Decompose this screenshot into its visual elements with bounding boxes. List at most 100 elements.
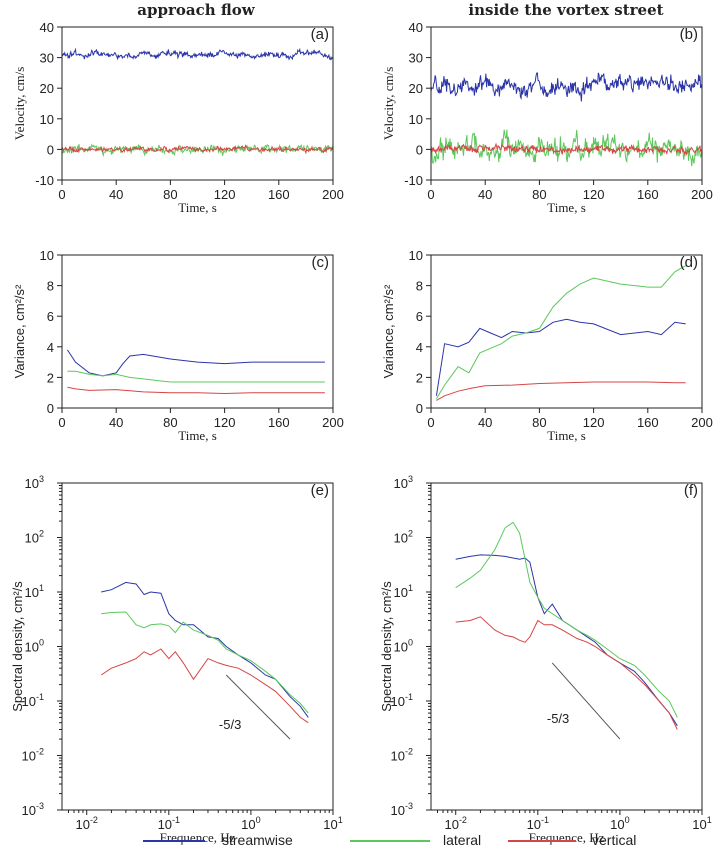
plot-area bbox=[430, 72, 703, 167]
series-line-lateral bbox=[101, 611, 309, 714]
panel-label: (e) bbox=[311, 482, 329, 499]
chart-panel: -5/310-2 10-1 100 10110-310-210-11001011021… bbox=[10, 474, 343, 845]
y-tick-label: 2 bbox=[416, 370, 423, 385]
legend-item-streamwise: streamwise bbox=[143, 832, 293, 848]
series-line-lateral bbox=[67, 370, 325, 383]
series-line-streamwise bbox=[435, 318, 686, 396]
y-axis-label: Velocity, cm/s bbox=[12, 67, 27, 141]
panel-label: (c) bbox=[312, 254, 330, 271]
x-tick-label: 40 bbox=[478, 415, 492, 430]
slope-annotation: -5/3 bbox=[547, 711, 569, 726]
y-tick-label: 10-2 bbox=[22, 747, 44, 764]
y-tick-label: 10 bbox=[409, 248, 423, 263]
chart-panel: 0 40 80 120 160 200 0 2 4 6 8 10 Time, s Variance, cm… bbox=[12, 248, 344, 443]
plot-frame bbox=[61, 482, 334, 811]
x-axis-label: Time, s bbox=[178, 200, 217, 215]
y-tick-label: -10 bbox=[404, 173, 423, 188]
y-tick-label: 10 bbox=[40, 248, 54, 263]
plot-frame bbox=[430, 26, 703, 181]
chart-panel: 0 40 80 120 160 200 0 2 4 6 8 10 Time, s Variance, cm… bbox=[381, 248, 713, 443]
y-tick-label: 103 bbox=[394, 474, 413, 491]
y-tick-label: -10 bbox=[35, 173, 54, 188]
x-tick-label: 120 bbox=[214, 415, 236, 430]
x-tick-label: 200 bbox=[691, 187, 713, 202]
chart-panel: 0 40 80 120 160 200 -10 0 10 20 30 40 Time, s Velocit… bbox=[381, 20, 713, 215]
y-tick-label: 10-3 bbox=[22, 801, 44, 818]
x-tick-label: 101 bbox=[323, 815, 342, 832]
y-tick-label: 40 bbox=[409, 20, 423, 35]
x-tick-label: 160 bbox=[637, 415, 659, 430]
x-axis-label: Time, s bbox=[178, 428, 217, 443]
legend-item-lateral: lateral bbox=[350, 832, 481, 848]
series-line-vertical bbox=[61, 144, 334, 155]
y-tick-label: 100 bbox=[394, 638, 413, 655]
y-axis-label: Spectral density, cm²/s bbox=[379, 581, 394, 712]
y-tick-label: 0 bbox=[47, 142, 54, 157]
y-tick-label: 6 bbox=[416, 309, 423, 324]
plot-frame bbox=[430, 254, 703, 409]
legend: streamwise lateral vertical bbox=[143, 832, 636, 848]
y-tick-label: 102 bbox=[394, 529, 413, 546]
series-line-vertical bbox=[100, 648, 309, 724]
x-tick-label: 0 bbox=[58, 415, 65, 430]
x-tick-label: 120 bbox=[583, 187, 605, 202]
x-tick-label: 80 bbox=[163, 187, 177, 202]
series-line-vertical bbox=[455, 616, 678, 730]
x-tick-label: 200 bbox=[691, 415, 713, 430]
y-tick-label: 0 bbox=[416, 142, 423, 157]
y-tick-label: 30 bbox=[409, 51, 423, 66]
slope-reference-line bbox=[551, 662, 621, 740]
series-line-vertical bbox=[67, 386, 325, 395]
panel-label: (a) bbox=[311, 26, 329, 43]
x-tick-label: 100 bbox=[610, 815, 629, 832]
legend-label: lateral bbox=[443, 832, 481, 848]
plot-frame bbox=[61, 254, 334, 409]
series-line-streamwise bbox=[101, 581, 309, 718]
series-line-streamwise bbox=[430, 72, 703, 102]
y-axis-label: Variance, cm²/s² bbox=[381, 284, 396, 378]
plot-area bbox=[100, 581, 309, 724]
y-axis-label: Velocity, cm/s bbox=[381, 67, 396, 141]
plot-frame bbox=[61, 26, 334, 181]
y-tick-label: 8 bbox=[416, 279, 423, 294]
y-tick-label: 10-2 bbox=[391, 747, 413, 764]
y-tick-label: 100 bbox=[25, 638, 44, 655]
y-tick-label: 0 bbox=[416, 401, 423, 416]
y-tick-label: 8 bbox=[47, 279, 54, 294]
y-tick-label: 20 bbox=[40, 81, 54, 96]
y-tick-label: 10 bbox=[409, 112, 423, 127]
x-tick-label: 80 bbox=[532, 187, 546, 202]
x-tick-label: 160 bbox=[268, 187, 290, 202]
series-line-streamwise bbox=[61, 47, 334, 61]
series-line-vertical bbox=[436, 381, 686, 401]
y-tick-label: 101 bbox=[25, 583, 44, 600]
y-tick-label: 6 bbox=[47, 309, 54, 324]
x-tick-label: 100 bbox=[241, 815, 260, 832]
series-line-vertical bbox=[430, 142, 703, 156]
slope-annotation: -5/3 bbox=[219, 717, 241, 732]
x-tick-label: 160 bbox=[268, 415, 290, 430]
plot-area bbox=[66, 349, 325, 395]
x-tick-label: 200 bbox=[322, 415, 344, 430]
legend-label: streamwise bbox=[222, 832, 293, 848]
y-tick-label: 20 bbox=[409, 81, 423, 96]
legend-item-vertical: vertical bbox=[508, 832, 636, 848]
plot-area bbox=[61, 47, 334, 158]
plot-frame bbox=[430, 482, 703, 811]
x-tick-label: 0 bbox=[427, 187, 434, 202]
x-tick-label: 40 bbox=[109, 415, 123, 430]
panel-label: (b) bbox=[680, 26, 698, 43]
x-tick-label: 0 bbox=[58, 187, 65, 202]
x-tick-label: 80 bbox=[532, 415, 546, 430]
y-tick-label: 4 bbox=[416, 340, 423, 355]
chart-panel: -5/310-2 10-1 100 10110-310-210-11001011021… bbox=[379, 474, 712, 845]
plot-area bbox=[455, 521, 678, 730]
column-title-left: approach flow bbox=[137, 1, 255, 19]
x-tick-label: 160 bbox=[637, 187, 659, 202]
y-tick-label: 102 bbox=[25, 529, 44, 546]
column-title-right: inside the vortex street bbox=[468, 1, 663, 19]
x-tick-label: 40 bbox=[478, 187, 492, 202]
y-tick-label: 10 bbox=[40, 112, 54, 127]
series-line-lateral bbox=[455, 521, 678, 718]
x-tick-label: 80 bbox=[163, 415, 177, 430]
